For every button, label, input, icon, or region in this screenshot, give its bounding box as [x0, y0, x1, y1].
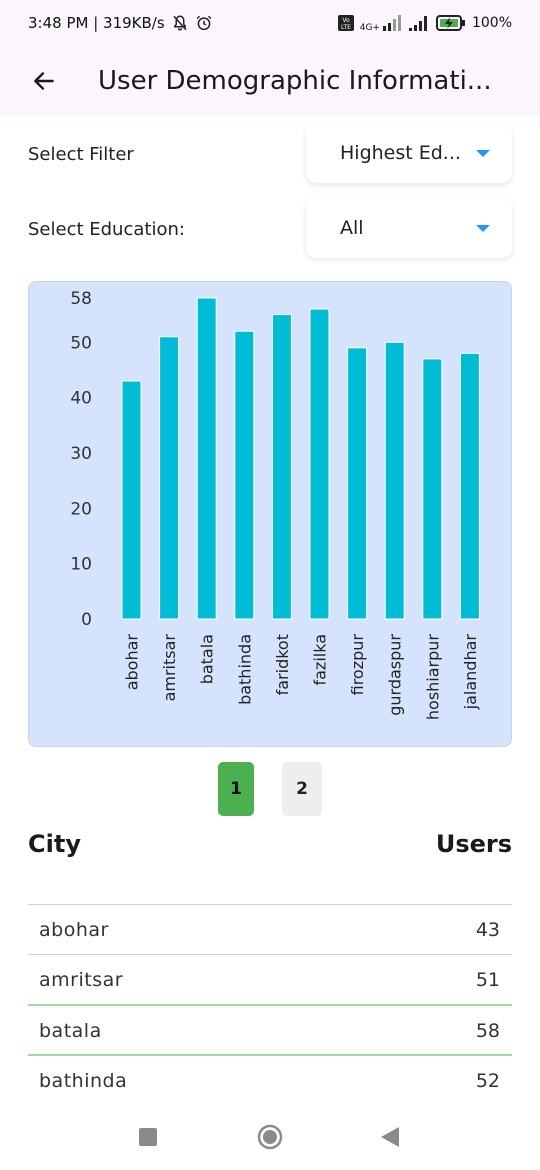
- bar-jalandhar[interactable]: [459, 352, 480, 620]
- square-icon: [139, 1128, 157, 1146]
- y-tick-label: 58: [70, 289, 92, 309]
- table-row: bathinda 52: [28, 1054, 512, 1104]
- home-button[interactable]: [257, 1124, 283, 1154]
- bar-fazilka[interactable]: [309, 308, 330, 620]
- signal-icon: [382, 15, 401, 31]
- table-body: abohar 43 amritsar 51 batala 58 bathinda…: [28, 904, 512, 1104]
- x-tick-label: batala: [198, 634, 217, 684]
- city-cell: amritsar: [39, 969, 124, 991]
- svg-text:Vo: Vo: [342, 17, 350, 24]
- x-tick-label: gurdaspur: [386, 634, 405, 716]
- x-tick-label: hoshiarpur: [423, 634, 442, 721]
- y-tick-label: 20: [70, 499, 92, 519]
- bar-hoshiarpur[interactable]: [422, 358, 443, 620]
- filter-dropdown-value: Highest Ed...: [340, 142, 461, 164]
- users-column-header: Users: [435, 830, 512, 858]
- table-row: batala 58: [28, 1004, 512, 1054]
- status-bar: 3:48 PM | 319KB/s Vo LTE 4G+ 100%: [0, 0, 540, 46]
- back-nav-button[interactable]: [381, 1127, 399, 1151]
- y-tick-label: 50: [70, 333, 92, 353]
- table-header: City Users: [28, 830, 512, 870]
- y-tick-label: 0: [81, 610, 92, 630]
- x-tick-label: jalandhar: [461, 634, 480, 711]
- city-column-header: City: [28, 830, 81, 858]
- users-cell: 51: [475, 969, 500, 991]
- chart-svg: 0 10 20 30 40 50 58 abohar amritsar batala bathind…: [70, 289, 480, 721]
- city-cell: bathinda: [39, 1070, 128, 1092]
- city-cell: abohar: [39, 919, 109, 941]
- x-tick-label: amritsar: [160, 634, 179, 702]
- battery-percent: 100%: [471, 15, 512, 31]
- page-title: User Demographic Informati...: [98, 66, 492, 96]
- bar-firozpur[interactable]: [347, 347, 368, 620]
- bar-faridkot[interactable]: [271, 314, 292, 620]
- recents-button[interactable]: [139, 1128, 157, 1150]
- arrow-back-icon: [34, 72, 54, 90]
- x-tick-label: fazilka: [311, 634, 330, 686]
- bar-chart: 0 10 20 30 40 50 58 abohar amritsar batala bathind…: [28, 281, 512, 747]
- y-tick-label: 30: [70, 444, 92, 464]
- bar-amritsar[interactable]: [159, 336, 180, 620]
- education-dropdown-value: All: [340, 217, 364, 239]
- app-bar: User Demographic Informati...: [0, 46, 540, 116]
- city-cell: batala: [39, 1020, 102, 1042]
- table-row: amritsar 51: [28, 954, 512, 1004]
- page-2-button[interactable]: 2: [282, 762, 322, 816]
- alarm-icon: [196, 15, 211, 31]
- y-tick-label: 10: [70, 555, 92, 575]
- svg-text:LTE: LTE: [341, 24, 351, 31]
- filter-row: Select Filter Highest Ed...: [0, 123, 540, 187]
- x-tick-label: faridkot: [273, 634, 292, 695]
- network-type: 4G+: [359, 23, 380, 33]
- bar-batala[interactable]: [196, 297, 217, 620]
- battery-charging-icon: [435, 15, 465, 31]
- select-filter-label: Select Filter: [28, 144, 134, 165]
- circle-icon: [257, 1124, 283, 1150]
- back-button[interactable]: [14, 51, 74, 111]
- education-row: Select Education: All: [0, 198, 540, 262]
- caret-down-icon: [476, 224, 490, 232]
- bar-gurdaspur[interactable]: [384, 341, 405, 620]
- notifications-off-icon: [173, 15, 187, 31]
- users-cell: 52: [475, 1070, 500, 1092]
- bar-bathinda[interactable]: [234, 330, 255, 620]
- table-row: abohar 43: [28, 904, 512, 954]
- select-education-label: Select Education:: [28, 219, 185, 240]
- status-time-speed: 3:48 PM | 319KB/s: [28, 14, 165, 32]
- system-nav-bar: [0, 1106, 540, 1170]
- users-cell: 58: [475, 1020, 500, 1042]
- bar-abohar[interactable]: [121, 380, 142, 620]
- triangle-back-icon: [381, 1127, 399, 1147]
- filter-dropdown[interactable]: Highest Ed...: [306, 123, 512, 183]
- caret-down-icon: [476, 149, 490, 157]
- pagination: 1 2: [0, 762, 540, 816]
- x-tick-label: bathinda: [235, 634, 254, 705]
- users-cell: 43: [475, 919, 500, 941]
- y-tick-label: 40: [70, 389, 92, 409]
- education-dropdown[interactable]: All: [306, 198, 512, 258]
- signal-icon-2: [408, 16, 427, 31]
- x-tick-label: abohar: [123, 634, 142, 691]
- page-1-button[interactable]: 1: [218, 762, 254, 816]
- x-tick-label: firozpur: [348, 634, 367, 696]
